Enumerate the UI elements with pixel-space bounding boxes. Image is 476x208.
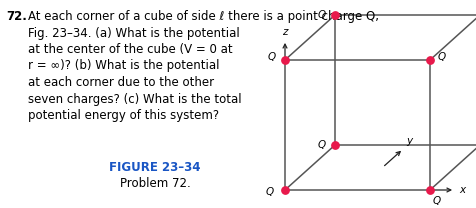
Text: at each corner due to the other: at each corner due to the other [28,76,214,89]
Point [475,13,476,17]
Point [330,143,338,147]
Text: Q: Q [432,196,440,206]
Text: Q: Q [317,140,325,150]
Text: at the center of the cube (V = 0 at: at the center of the cube (V = 0 at [28,43,232,56]
Text: Fig. 23–34. (a) What is the potential: Fig. 23–34. (a) What is the potential [28,26,239,40]
Text: x: x [458,185,464,195]
Point [280,188,288,192]
Text: y: y [406,136,412,146]
Text: Q: Q [265,187,273,197]
Point [425,58,433,62]
Text: r = ∞)? (b) What is the potential: r = ∞)? (b) What is the potential [28,59,219,73]
Point [475,143,476,147]
Text: potential energy of this system?: potential energy of this system? [28,109,218,122]
Text: seven charges? (c) What is the total: seven charges? (c) What is the total [28,93,241,105]
Text: At each corner of a cube of side ℓ there is a point charge Q,: At each corner of a cube of side ℓ there… [28,10,378,23]
Text: Q: Q [437,52,445,62]
Text: 72.: 72. [6,10,27,23]
Text: FIGURE 23–34: FIGURE 23–34 [109,161,200,174]
Point [280,58,288,62]
Text: z: z [282,27,287,37]
Text: Q: Q [268,52,276,62]
Point [330,13,338,17]
Point [425,188,433,192]
Text: Problem 72.: Problem 72. [119,177,190,190]
Text: Q: Q [317,10,325,20]
